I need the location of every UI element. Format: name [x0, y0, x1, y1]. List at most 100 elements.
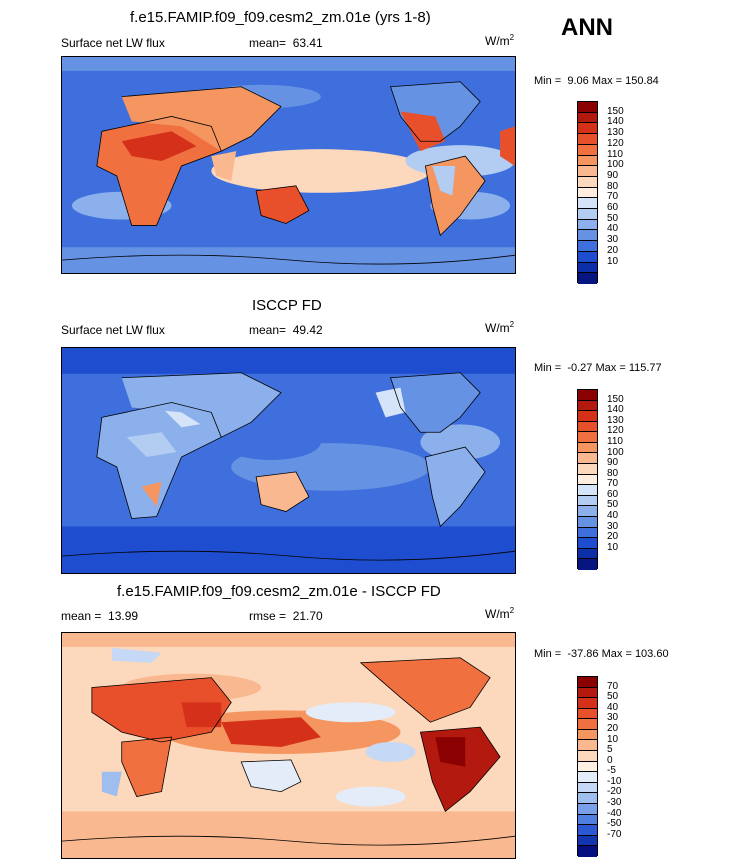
colorbar-tick-label: 20: [607, 244, 619, 256]
colorbar-tick-label: 150: [607, 393, 624, 405]
panel2-mean: mean= 49.42: [249, 323, 323, 337]
colorbar-tick-label: 90: [607, 457, 619, 469]
colorbar-segment: [578, 495, 597, 507]
colorbar-tick-label: 140: [607, 116, 624, 128]
colorbar-segment: [578, 698, 597, 709]
colorbar-segment: [578, 251, 597, 263]
panel2-minmax: Min = -0.27 Max = 115.77: [534, 362, 662, 374]
colorbar-segment: [578, 548, 597, 560]
colorbar-tick-label: -50: [607, 818, 622, 830]
colorbar-tick-label: -5: [607, 765, 616, 777]
colorbar-segment: [578, 411, 597, 422]
colorbar-segment: [578, 421, 597, 433]
colorbar-segment: [578, 677, 597, 688]
colorbar-segment: [578, 241, 597, 252]
colorbar-tick-label: 50: [607, 499, 619, 511]
colorbar-segment: [578, 814, 597, 826]
colorbar-segment: [578, 527, 597, 539]
colorbar-segment: [578, 390, 597, 401]
panel3-title: f.e15.FAMIP.f09_f09.cesm2_zm.01e - ISCCP…: [117, 583, 441, 600]
colorbar-tick-label: 10: [607, 541, 619, 553]
colorbar-segment: [578, 262, 597, 274]
colorbar-tick-label: 100: [607, 446, 624, 458]
colorbar-segment: [578, 187, 597, 199]
colorbar-segment: [578, 442, 597, 454]
colorbar-tick-label: 30: [607, 520, 619, 532]
panel3-mean: mean = 13.99: [61, 609, 139, 623]
colorbar-segment: [578, 198, 597, 210]
colorbar-segment: [578, 803, 597, 815]
colorbar-tick-label: 50: [607, 212, 619, 224]
colorbar-segment: [578, 740, 597, 752]
panel2-variable: Surface net LW flux: [61, 323, 165, 337]
colorbar-segment: [578, 209, 597, 220]
panel2-colorbar: [577, 389, 598, 570]
colorbar-segment: [578, 166, 597, 177]
colorbar-segment: [578, 835, 597, 847]
colorbar-segment: [578, 176, 597, 188]
colorbar-tick-label: 60: [607, 488, 619, 500]
colorbar-segment: [578, 474, 597, 486]
colorbar-segment: [578, 793, 597, 804]
colorbar-segment: [578, 485, 597, 496]
colorbar-tick-label: 40: [607, 701, 619, 713]
colorbar-segment: [578, 729, 597, 741]
colorbar-tick-label: -30: [607, 797, 622, 809]
colorbar-segment: [578, 782, 597, 794]
colorbar-tick-label: 80: [607, 180, 619, 192]
colorbar-tick-label: 120: [607, 137, 624, 149]
panel3-map: [61, 632, 516, 859]
colorbar-tick-label: -20: [607, 786, 622, 798]
colorbar-tick-label: 90: [607, 169, 619, 181]
panel3-rmse: rmse = 21.70: [249, 609, 323, 623]
colorbar-tick-label: 10: [607, 733, 619, 745]
colorbar-segment: [578, 538, 597, 549]
colorbar-tick-label: 70: [607, 478, 619, 490]
colorbar-tick-label: 100: [607, 159, 624, 171]
colorbar-segment: [578, 453, 597, 465]
panel3-colorbar: [577, 676, 598, 857]
colorbar-tick-label: 30: [607, 234, 619, 246]
colorbar-tick-label: 150: [607, 105, 624, 117]
colorbar-segment: [578, 846, 597, 857]
colorbar-tick-label: 110: [607, 148, 623, 160]
colorbar-segment: [578, 708, 597, 720]
colorbar-segment: [578, 123, 597, 135]
colorbar-tick-label: 20: [607, 722, 619, 734]
colorbar-segment: [578, 432, 597, 443]
colorbar-segment: [578, 761, 597, 773]
colorbar-segment: [578, 155, 597, 167]
colorbar-tick-label: 70: [607, 680, 619, 692]
colorbar-segment: [578, 219, 597, 231]
colorbar-tick-label: 10: [607, 255, 619, 267]
colorbar-tick-label: -10: [607, 775, 622, 787]
colorbar-segment: [578, 144, 597, 156]
colorbar-tick-label: 70: [607, 191, 619, 203]
colorbar-tick-label: 80: [607, 467, 619, 479]
colorbar-tick-label: 130: [607, 414, 624, 426]
colorbar-segment: [578, 751, 597, 762]
panel1-units: W/m2: [485, 33, 515, 49]
panel3-units: W/m2: [485, 606, 515, 622]
colorbar-segment: [578, 719, 597, 730]
colorbar-tick-label: 30: [607, 712, 619, 724]
colorbar-tick-label: 5: [607, 744, 613, 756]
colorbar-tick-label: 120: [607, 425, 624, 437]
colorbar-segment: [578, 687, 597, 699]
colorbar-segment: [578, 400, 597, 412]
colorbar-tick-label: 110: [607, 435, 623, 447]
panel1-variable: Surface net LW flux: [61, 36, 165, 50]
colorbar-segment: [578, 559, 597, 570]
colorbar-tick-label: 130: [607, 127, 624, 139]
colorbar-tick-label: 40: [607, 510, 619, 522]
colorbar-tick-label: 0: [607, 754, 613, 766]
colorbar-segment: [578, 230, 597, 242]
panel1-title: f.e15.FAMIP.f09_f09.cesm2_zm.01e (yrs 1-…: [130, 9, 431, 26]
colorbar-segment: [578, 825, 597, 836]
panel1-minmax: Min = 9.06 Max = 150.84: [534, 75, 659, 87]
colorbar-segment: [578, 506, 597, 517]
colorbar-segment: [578, 772, 597, 783]
colorbar-segment: [578, 134, 597, 145]
colorbar-tick-label: 40: [607, 223, 619, 235]
colorbar-segment: [578, 112, 597, 124]
